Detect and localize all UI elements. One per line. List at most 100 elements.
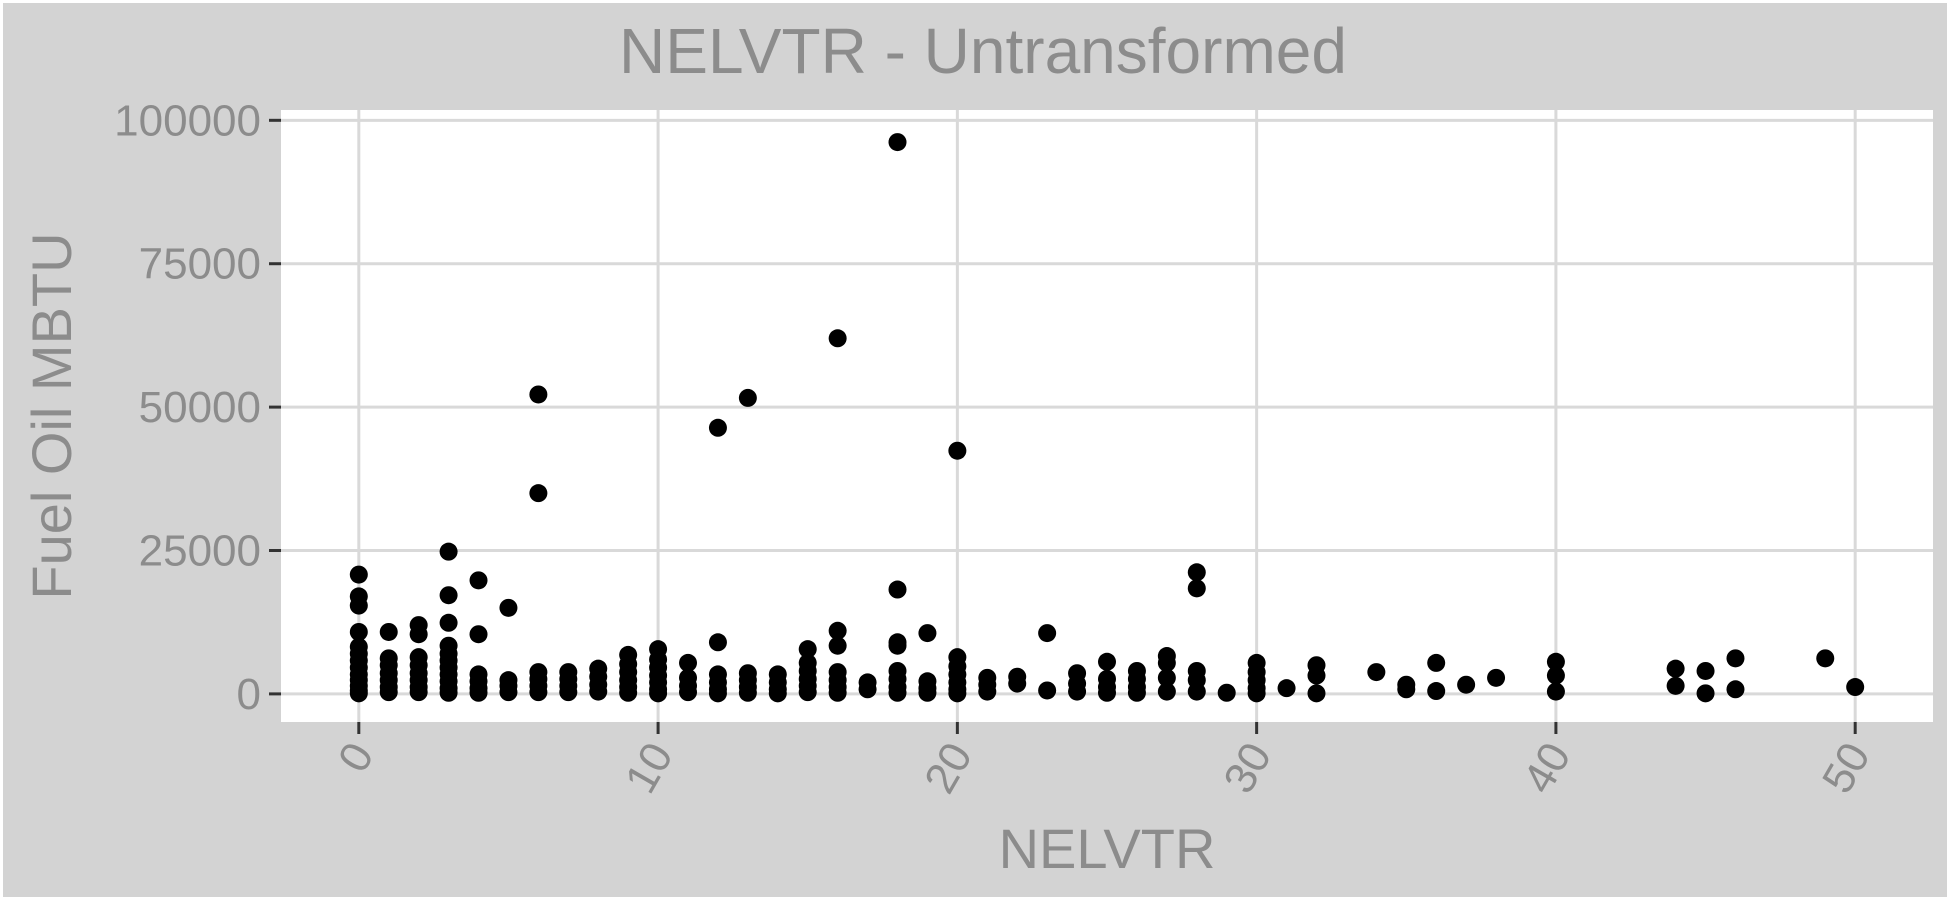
data-point (349, 622, 368, 641)
data-point (828, 636, 847, 655)
data-point (1696, 684, 1715, 703)
data-point (1546, 652, 1565, 671)
data-point (1127, 683, 1146, 702)
data-point (828, 329, 847, 348)
data-point (619, 683, 638, 702)
data-point (798, 640, 817, 659)
data-point (888, 580, 907, 599)
data-point (1367, 663, 1386, 682)
data-point (1038, 624, 1057, 643)
data-point (349, 565, 368, 584)
y-axis-title: Fuel Oil MBTU (20, 232, 83, 599)
data-point (1157, 653, 1176, 672)
data-point (1307, 666, 1326, 685)
data-point (948, 441, 967, 460)
data-point (1666, 659, 1685, 678)
data-point (1187, 563, 1206, 582)
y-tick-label: 25000 (139, 527, 261, 576)
data-point (1247, 684, 1266, 703)
data-point (679, 683, 698, 702)
data-point (1427, 682, 1446, 701)
data-point (1726, 649, 1745, 668)
data-point (559, 683, 578, 702)
data-point (1038, 681, 1057, 700)
data-point (768, 684, 787, 703)
x-axis-title: NELVTR (999, 817, 1216, 880)
data-point (409, 683, 428, 702)
data-point (708, 684, 727, 703)
data-point (828, 621, 847, 640)
data-point (469, 683, 488, 702)
y-tick-label: 100000 (114, 96, 261, 145)
data-point (469, 625, 488, 644)
data-point (1846, 678, 1865, 697)
data-point (1187, 682, 1206, 701)
x-tick-label: 20 (915, 735, 982, 802)
y-tick-label: 0 (237, 670, 261, 719)
plot-panel (281, 110, 1933, 722)
data-point (1217, 683, 1236, 702)
x-tick-label: 30 (1214, 735, 1281, 802)
data-point (1726, 680, 1745, 699)
data-point (738, 683, 757, 702)
data-point (529, 683, 548, 702)
data-point (1157, 682, 1176, 701)
data-point (439, 613, 458, 632)
x-tick-label: 50 (1813, 735, 1880, 802)
data-point (649, 684, 668, 703)
data-point (1068, 682, 1087, 701)
data-point (1307, 684, 1326, 703)
data-point (1816, 649, 1835, 668)
data-point (1457, 675, 1476, 694)
data-point (529, 385, 548, 404)
data-point (888, 133, 907, 152)
y-tick-label: 50000 (139, 383, 261, 432)
data-point (379, 683, 398, 702)
data-point (469, 571, 488, 590)
data-point (409, 625, 428, 644)
data-point (738, 388, 757, 407)
data-point (1666, 676, 1685, 695)
data-point (1098, 652, 1116, 671)
data-point (499, 598, 518, 617)
data-point (1157, 668, 1176, 687)
data-point (1546, 682, 1565, 701)
data-point (798, 683, 817, 702)
data-point (948, 684, 967, 703)
data-point (679, 653, 698, 672)
data-point (918, 683, 937, 702)
y-tick-label: 75000 (139, 240, 261, 289)
data-point (858, 680, 877, 699)
data-point (828, 683, 847, 702)
data-point (1696, 661, 1715, 680)
data-point (1427, 653, 1446, 672)
data-point (888, 683, 907, 702)
data-point (708, 418, 727, 437)
x-tick-label: 0 (329, 735, 384, 781)
data-point (349, 596, 368, 615)
data-point (1546, 666, 1565, 685)
data-point (589, 682, 608, 701)
data-point (499, 683, 518, 702)
x-tick-label: 40 (1514, 735, 1581, 802)
data-point (918, 624, 937, 643)
scatter-chart: NELVTR - Untransformed 0 10 20 30 40 50 0 25000… (20, 15, 1933, 880)
data-point (379, 622, 398, 641)
data-point (1187, 579, 1206, 598)
data-point (439, 542, 458, 561)
data-point (1098, 683, 1116, 702)
data-points (349, 133, 1865, 703)
data-point (439, 683, 458, 702)
data-point (439, 586, 458, 605)
data-point (1008, 674, 1027, 693)
data-point (1397, 680, 1416, 699)
x-tick-label: 10 (616, 735, 683, 802)
data-point (1487, 668, 1506, 687)
data-point (529, 484, 548, 503)
data-point (349, 684, 368, 703)
data-point (1277, 679, 1296, 698)
chart-title: NELVTR - Untransformed (619, 15, 1347, 87)
data-point (888, 636, 907, 655)
data-point (978, 682, 997, 701)
